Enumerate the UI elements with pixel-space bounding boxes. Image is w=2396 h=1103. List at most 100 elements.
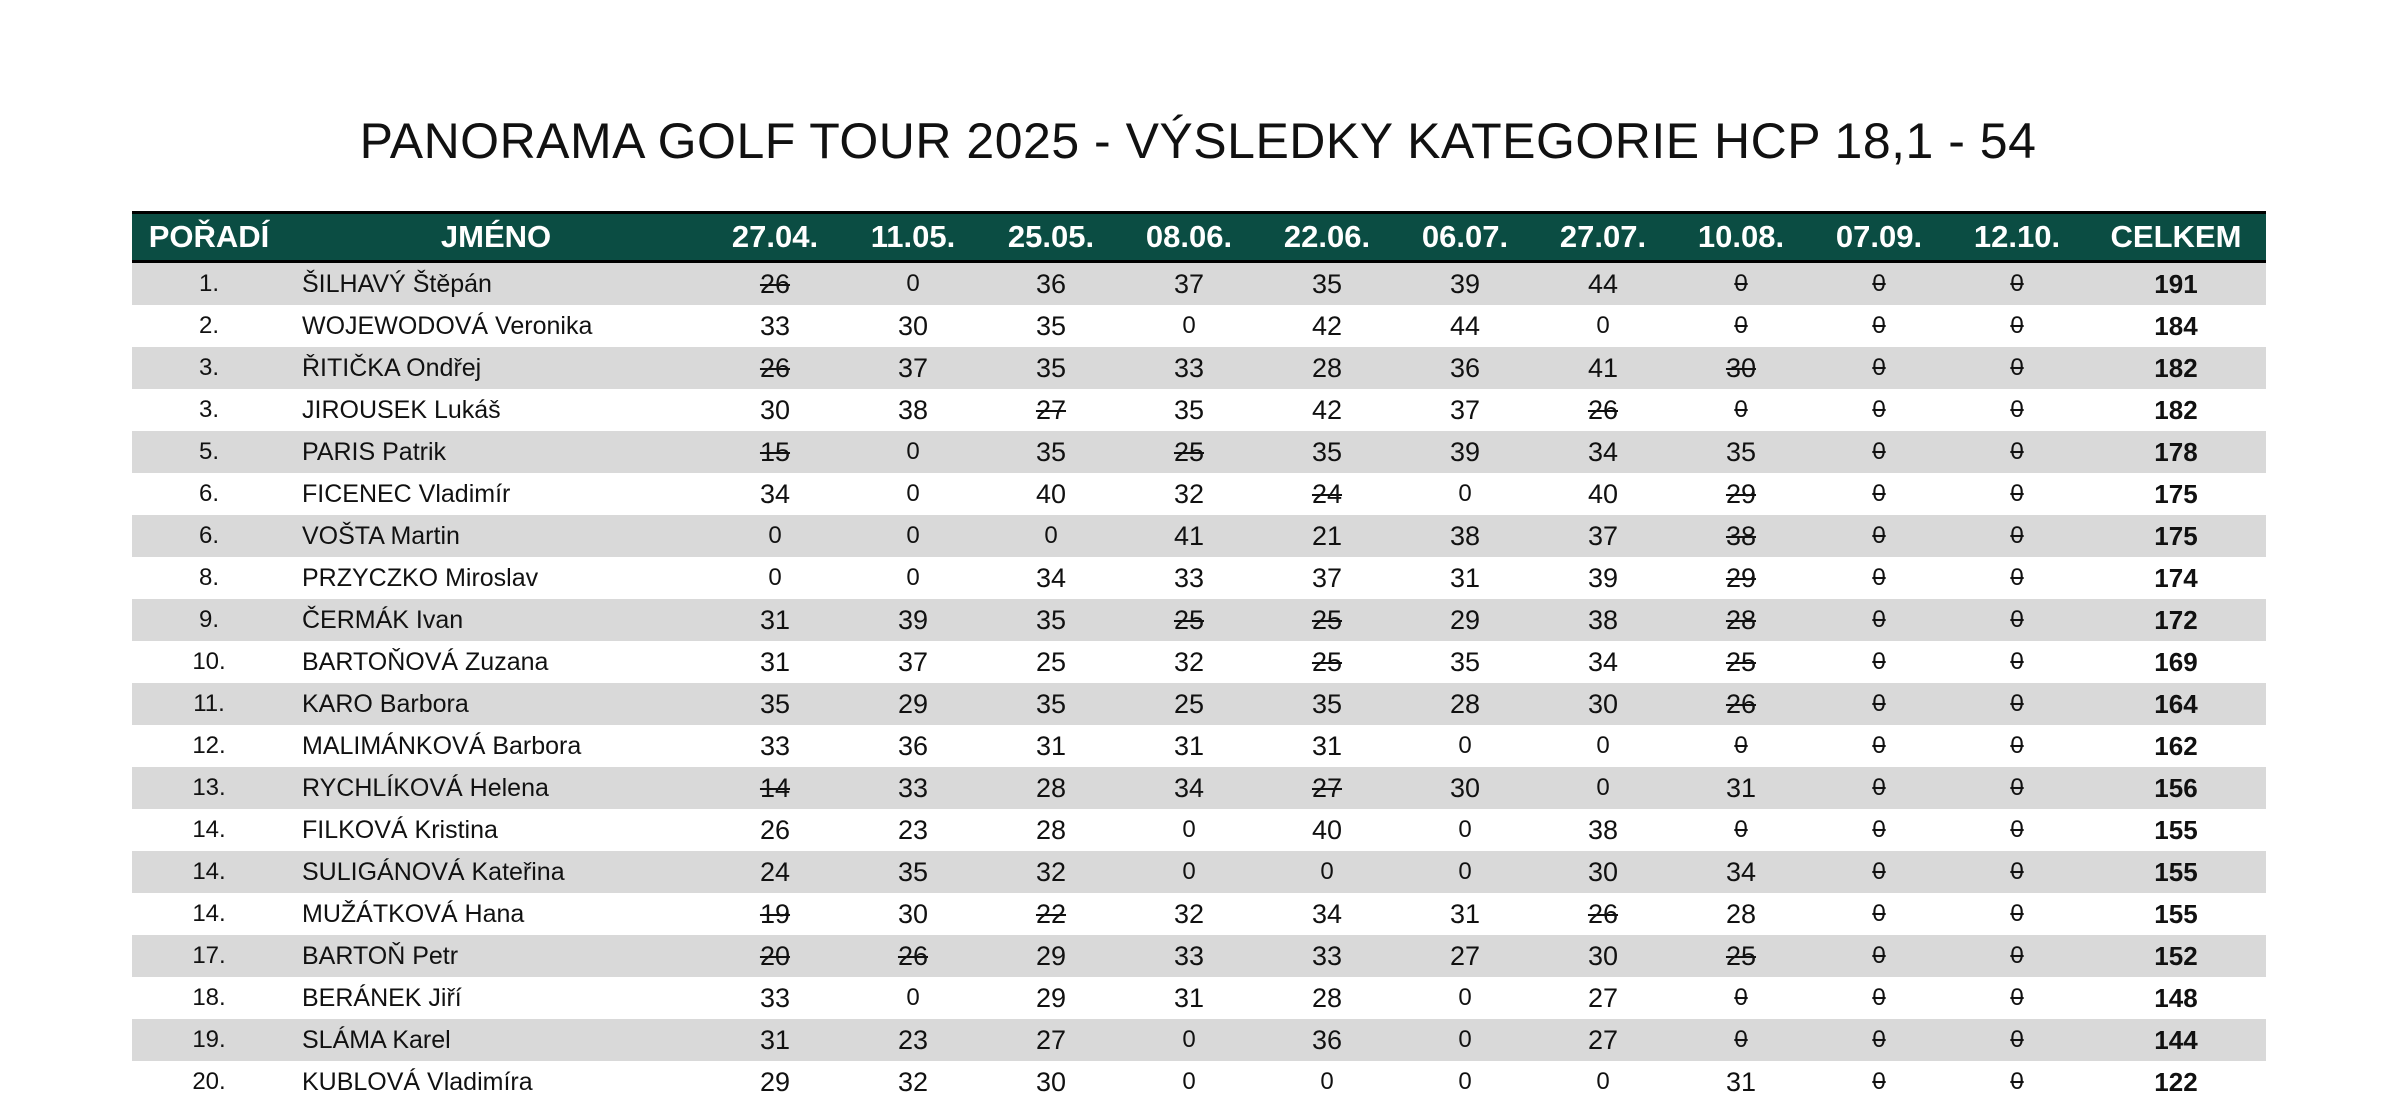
rank-cell: 9. xyxy=(132,599,286,641)
score-cell: 0 xyxy=(844,262,982,306)
score-cell: 30 xyxy=(706,389,844,431)
player-name-cell: JIROUSEK Lukáš xyxy=(286,389,706,431)
rank-cell: 14. xyxy=(132,893,286,935)
score-cell: 39 xyxy=(1534,557,1672,599)
rank-cell: 1. xyxy=(132,262,286,306)
player-name-cell: PRZYCZKO Miroslav xyxy=(286,557,706,599)
score-cell-discarded: 0 xyxy=(1810,893,1948,935)
player-name-cell: PARIS Patrik xyxy=(286,431,706,473)
score-cell: 39 xyxy=(844,599,982,641)
total-cell: 164 xyxy=(2086,683,2266,725)
score-cell-discarded: 25 xyxy=(1120,431,1258,473)
score-cell: 0 xyxy=(982,515,1120,557)
score-cell-discarded: 14 xyxy=(706,767,844,809)
score-cell: 23 xyxy=(844,1019,982,1061)
score-cell-discarded: 0 xyxy=(1810,935,1948,977)
column-header-round: 07.09. xyxy=(1810,213,1948,262)
score-cell: 31 xyxy=(706,1019,844,1061)
player-name-cell: BARTOŇ Petr xyxy=(286,935,706,977)
score-cell: 28 xyxy=(982,809,1120,851)
score-cell-discarded: 0 xyxy=(1810,683,1948,725)
score-cell-discarded: 25 xyxy=(1258,599,1396,641)
score-cell: 33 xyxy=(1120,347,1258,389)
score-cell-discarded: 0 xyxy=(1948,305,2086,347)
score-cell-discarded: 27 xyxy=(982,389,1120,431)
score-cell: 32 xyxy=(1120,641,1258,683)
score-cell-discarded: 0 xyxy=(1810,557,1948,599)
total-cell: 162 xyxy=(2086,725,2266,767)
score-cell: 24 xyxy=(706,851,844,893)
score-cell: 0 xyxy=(706,515,844,557)
score-cell: 31 xyxy=(1120,977,1258,1019)
player-name-cell: MUŽÁTKOVÁ Hana xyxy=(286,893,706,935)
score-cell-discarded: 20 xyxy=(706,935,844,977)
rank-cell: 2. xyxy=(132,305,286,347)
player-name-cell: MALIMÁNKOVÁ Barbora xyxy=(286,725,706,767)
score-cell: 0 xyxy=(1396,1061,1534,1103)
score-cell: 27 xyxy=(982,1019,1120,1061)
score-cell: 37 xyxy=(1396,389,1534,431)
score-cell: 38 xyxy=(1534,599,1672,641)
player-name-cell: FILKOVÁ Kristina xyxy=(286,809,706,851)
score-cell-discarded: 22 xyxy=(982,893,1120,935)
score-cell: 32 xyxy=(1120,893,1258,935)
table-header: POŘADÍ JMÉNO 27.04. 11.05. 25.05. 08.06.… xyxy=(132,213,2266,262)
score-cell: 35 xyxy=(706,683,844,725)
score-cell: 37 xyxy=(844,347,982,389)
score-cell-discarded: 38 xyxy=(1672,515,1810,557)
score-cell-discarded: 0 xyxy=(1672,389,1810,431)
score-cell-discarded: 0 xyxy=(1810,809,1948,851)
score-cell: 36 xyxy=(844,725,982,767)
score-cell-discarded: 0 xyxy=(1810,1019,1948,1061)
score-cell-discarded: 0 xyxy=(1948,431,2086,473)
rank-cell: 11. xyxy=(132,683,286,725)
rank-cell: 18. xyxy=(132,977,286,1019)
score-cell: 35 xyxy=(1672,431,1810,473)
score-cell: 30 xyxy=(1396,767,1534,809)
score-cell: 30 xyxy=(844,893,982,935)
score-cell: 0 xyxy=(1396,977,1534,1019)
score-cell: 33 xyxy=(1120,557,1258,599)
score-cell: 30 xyxy=(1534,683,1672,725)
score-cell: 27 xyxy=(1396,935,1534,977)
score-cell-discarded: 24 xyxy=(1258,473,1396,515)
score-cell: 29 xyxy=(1396,599,1534,641)
total-cell: 175 xyxy=(2086,515,2266,557)
score-cell: 0 xyxy=(1534,725,1672,767)
score-cell: 0 xyxy=(1120,1061,1258,1103)
score-cell-discarded: 0 xyxy=(1810,305,1948,347)
score-cell: 0 xyxy=(1396,1019,1534,1061)
score-cell: 35 xyxy=(1396,641,1534,683)
score-cell-discarded: 0 xyxy=(1948,809,2086,851)
score-cell: 35 xyxy=(1258,431,1396,473)
score-cell-discarded: 28 xyxy=(1672,599,1810,641)
score-cell-discarded: 0 xyxy=(1672,262,1810,306)
score-cell: 30 xyxy=(1534,851,1672,893)
score-cell-discarded: 0 xyxy=(1948,599,2086,641)
rank-cell: 13. xyxy=(132,767,286,809)
score-cell-discarded: 0 xyxy=(1948,767,2086,809)
score-cell: 33 xyxy=(1120,935,1258,977)
score-cell: 0 xyxy=(1534,1061,1672,1103)
score-cell: 31 xyxy=(1396,557,1534,599)
player-name-cell: SLÁMA Karel xyxy=(286,1019,706,1061)
score-cell-discarded: 0 xyxy=(1948,1061,2086,1103)
score-cell-discarded: 0 xyxy=(1810,347,1948,389)
score-cell: 31 xyxy=(706,641,844,683)
score-cell-discarded: 0 xyxy=(1672,977,1810,1019)
total-cell: 184 xyxy=(2086,305,2266,347)
score-cell-discarded: 25 xyxy=(1672,641,1810,683)
score-cell-discarded: 0 xyxy=(1948,683,2086,725)
score-cell: 35 xyxy=(982,599,1120,641)
player-name-cell: BARTOŇOVÁ Zuzana xyxy=(286,641,706,683)
total-cell: 122 xyxy=(2086,1061,2266,1103)
column-header-round: 12.10. xyxy=(1948,213,2086,262)
score-cell: 0 xyxy=(844,431,982,473)
score-cell: 35 xyxy=(982,305,1120,347)
